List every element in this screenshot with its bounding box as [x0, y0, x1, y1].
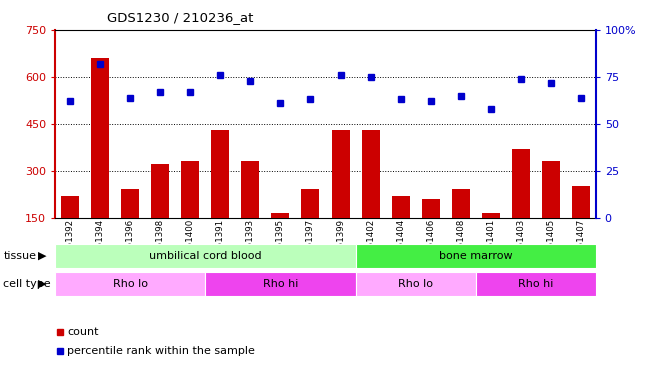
Text: percentile rank within the sample: percentile rank within the sample — [67, 346, 255, 355]
Bar — [91, 58, 109, 264]
Bar — [361, 130, 380, 264]
Bar — [452, 189, 469, 264]
Bar — [242, 161, 260, 264]
Bar — [301, 189, 320, 264]
Bar — [542, 161, 560, 264]
Text: bone marrow: bone marrow — [439, 251, 512, 261]
Text: Rho lo: Rho lo — [113, 279, 148, 289]
Bar — [55, 244, 355, 268]
Text: count: count — [67, 327, 98, 337]
Bar — [121, 189, 139, 264]
Text: GDS1230 / 210236_at: GDS1230 / 210236_at — [107, 11, 254, 24]
Bar — [61, 196, 79, 264]
Bar — [422, 199, 439, 264]
Bar — [476, 272, 596, 296]
Bar — [212, 130, 229, 264]
Text: ▶: ▶ — [38, 251, 46, 261]
Bar — [355, 272, 476, 296]
Bar — [206, 272, 355, 296]
Text: ▶: ▶ — [38, 279, 46, 289]
Bar — [572, 186, 590, 264]
Text: umbilical cord blood: umbilical cord blood — [149, 251, 262, 261]
Bar — [182, 161, 199, 264]
Bar — [331, 130, 350, 264]
Bar — [512, 149, 530, 264]
Text: tissue: tissue — [3, 251, 36, 261]
Text: Rho lo: Rho lo — [398, 279, 433, 289]
Bar — [152, 164, 169, 264]
Bar — [355, 244, 596, 268]
Bar — [55, 272, 206, 296]
Bar — [482, 213, 499, 264]
Text: Rho hi: Rho hi — [518, 279, 553, 289]
Bar — [391, 196, 409, 264]
Text: Rho hi: Rho hi — [263, 279, 298, 289]
Text: cell type: cell type — [3, 279, 51, 289]
Bar — [271, 213, 290, 264]
